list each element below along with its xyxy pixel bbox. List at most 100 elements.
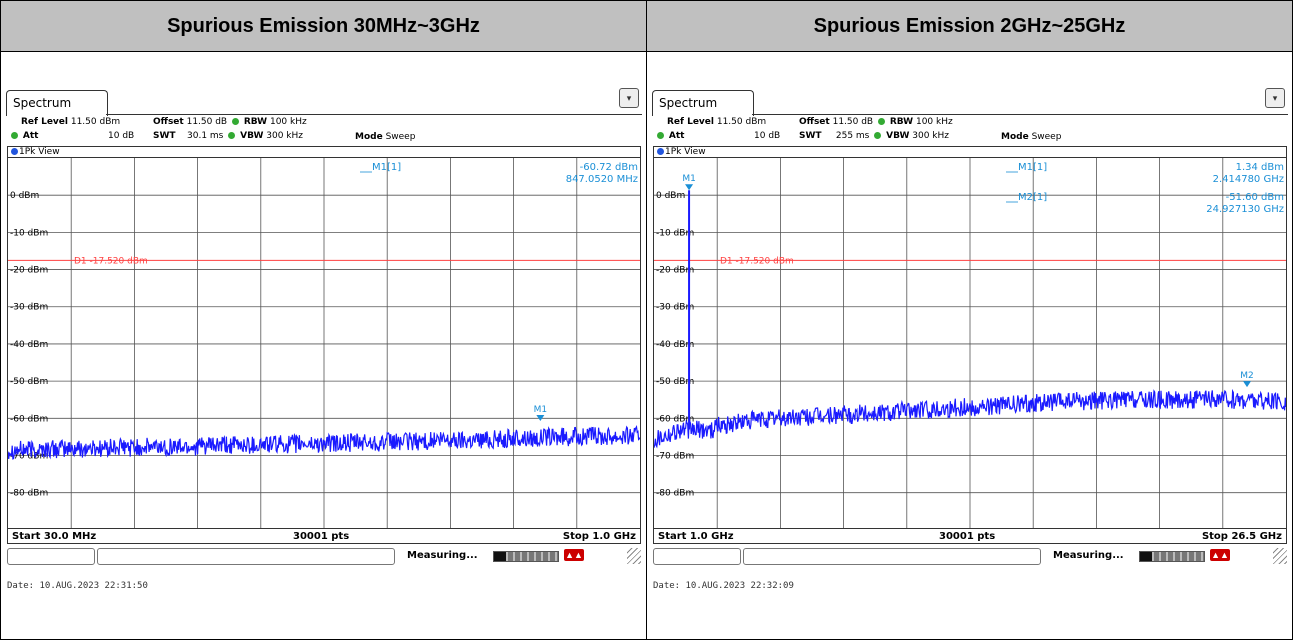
- sweep-info: Start 30.0 MHz 30001 pts Stop 1.0 GHz: [7, 529, 641, 544]
- status-text: Measuring...: [407, 550, 478, 561]
- settings-offset: Offset 11.50 dB RBW 100 kHz: [799, 117, 953, 127]
- start-frequency: Start 30.0 MHz: [12, 531, 97, 542]
- panel-right: Spurious Emission 2GHz~25GHz Spectrum ▾ …: [646, 0, 1293, 640]
- status-bar: Measuring... ▲▲: [7, 546, 641, 566]
- status-field[interactable]: [653, 548, 741, 565]
- settings-att-value: 10 dB: [754, 131, 781, 141]
- side-menu-button[interactable]: ▾: [619, 88, 639, 108]
- y-tick-label: -20 dBm: [656, 266, 694, 276]
- resize-grip-icon[interactable]: [627, 548, 641, 564]
- marker-readout-value: -60.72 dBm: [580, 162, 638, 173]
- tab-spectrum[interactable]: Spectrum: [6, 90, 108, 116]
- y-tick-label: -70 dBm: [656, 451, 694, 461]
- y-tick-label: -70 dBm: [10, 451, 48, 461]
- plot-area[interactable]: 0 dBm -10 dBm -20 dBm -30 dBm -40 dBm -50 dBm…: [7, 157, 641, 529]
- panel-left: Spurious Emission 30MHz~3GHz Spectrum ▾ …: [0, 0, 647, 640]
- settings-offset: Offset 11.50 dB RBW 100 kHz: [153, 117, 307, 127]
- coupling-icon: [231, 118, 239, 125]
- y-tick-label: -80 dBm: [10, 489, 48, 499]
- sweep-points: 30001 pts: [939, 531, 996, 542]
- settings-swt: SWT 30.1 ms VBW 300 kHz: [153, 131, 304, 141]
- y-tick-label: -60 dBm: [10, 414, 48, 424]
- y-tick-label: -10 dBm: [656, 228, 694, 238]
- y-tick-label: -80 dBm: [656, 489, 694, 499]
- marker-label: M1: [534, 405, 548, 415]
- y-tick-label: -20 dBm: [10, 266, 48, 276]
- marker-readout-frequency: 24.927130 GHz: [1206, 204, 1284, 215]
- spectrum-chart: 0 dBm -10 dBm -20 dBm -30 dBm -40 dBm -50 dBm…: [7, 158, 641, 528]
- limit-line-label: D1 -17.520 dBm: [720, 256, 794, 266]
- trace-line: [7, 424, 641, 460]
- resize-grip-icon[interactable]: [1273, 548, 1287, 564]
- marker-label: M2: [1240, 371, 1254, 381]
- coupling-icon: [874, 132, 882, 139]
- coupling-icon: [657, 132, 664, 139]
- marker-readout-value: 1.34 dBm: [1236, 162, 1284, 173]
- settings-row-1: Ref Level 11.50 dBm: [667, 117, 767, 127]
- marker-triangle: [685, 184, 694, 191]
- side-menu-button[interactable]: ▾: [1265, 88, 1285, 108]
- marker-label: M1: [682, 174, 696, 184]
- y-tick-label: -30 dBm: [10, 303, 48, 313]
- timestamp: Date: 10.AUG.2023 22:32:09: [653, 581, 794, 591]
- coupling-icon: [228, 132, 236, 139]
- tab-spectrum[interactable]: Spectrum: [652, 90, 754, 116]
- analyzer-screenshot: Spectrum ▾ Ref Level 11.50 dBm Offset 11…: [647, 1, 1293, 641]
- trace-line: [653, 388, 1287, 449]
- marker-readout-value: -51.60 dBm: [1226, 192, 1284, 203]
- message-field[interactable]: [743, 548, 1041, 565]
- marker-readout-frequency: 847.0520 MHz: [566, 174, 638, 185]
- marker-readout-frequency: 2.414780 GHz: [1213, 174, 1284, 185]
- y-tick-label: -40 dBm: [656, 340, 694, 350]
- y-tick-label: 0 dBm: [10, 191, 39, 201]
- settings-mode: Mode Sweep: [355, 132, 416, 142]
- trace-indicator-icon: [657, 148, 664, 155]
- tab-divider: [752, 114, 1288, 115]
- status-bar: Measuring... ▲▲: [653, 546, 1287, 566]
- panel-title: Spurious Emission 30MHz~3GHz: [1, 1, 646, 52]
- progress-bar: [493, 551, 559, 562]
- y-tick-label: -10 dBm: [10, 228, 48, 238]
- status-field[interactable]: [7, 548, 95, 565]
- spectrum-chart: 0 dBm -10 dBm -20 dBm -30 dBm -40 dBm -50 dBm…: [653, 158, 1287, 528]
- coupling-icon: [877, 118, 885, 125]
- plot-area[interactable]: 0 dBm -10 dBm -20 dBm -30 dBm -40 dBm -50 dBm…: [653, 157, 1287, 529]
- marker-readout-name: M2[1]: [1018, 192, 1047, 203]
- brand-logo-icon: ▲▲: [564, 549, 584, 561]
- start-frequency: Start 1.0 GHz: [658, 531, 734, 542]
- panel-title: Spurious Emission 2GHz~25GHz: [647, 1, 1292, 52]
- y-tick-label: -60 dBm: [656, 414, 694, 424]
- limit-line-label: D1 -17.520 dBm: [74, 256, 148, 266]
- message-field[interactable]: [97, 548, 395, 565]
- progress-bar: [1139, 551, 1205, 562]
- trace-view-label: 1Pk View: [7, 146, 641, 158]
- y-tick-label: -50 dBm: [656, 377, 694, 387]
- y-tick-label: -50 dBm: [10, 377, 48, 387]
- trace-indicator-icon: [11, 148, 18, 155]
- sweep-points: 30001 pts: [293, 531, 350, 542]
- settings-row-1: Ref Level 11.50 dBm: [21, 117, 121, 127]
- settings-att-value: 10 dB: [108, 131, 135, 141]
- marker-triangle: [1243, 381, 1252, 388]
- y-tick-label: -40 dBm: [10, 340, 48, 350]
- y-tick-label: 0 dBm: [656, 191, 685, 201]
- tab-divider: [106, 114, 642, 115]
- marker-triangle: [536, 414, 545, 421]
- settings-mode: Mode Sweep: [1001, 132, 1062, 142]
- marker-readout-name: M1[1]: [1018, 162, 1047, 173]
- sweep-info: Start 1.0 GHz 30001 pts Stop 26.5 GHz: [653, 529, 1287, 544]
- timestamp: Date: 10.AUG.2023 22:31:50: [7, 581, 148, 591]
- y-tick-label: -30 dBm: [656, 303, 694, 313]
- stop-frequency: Stop 1.0 GHz: [562, 531, 636, 542]
- settings-att: Att: [655, 131, 684, 141]
- settings-att: Att: [9, 131, 38, 141]
- stop-frequency: Stop 26.5 GHz: [1201, 531, 1282, 542]
- coupling-icon: [11, 132, 18, 139]
- marker-readout-name: M1[1]: [372, 162, 401, 173]
- analyzer-screenshot: Spectrum ▾ Ref Level 11.50 dBm Offset 11…: [1, 1, 647, 641]
- brand-logo-icon: ▲▲: [1210, 549, 1230, 561]
- trace-view-label: 1Pk View: [653, 146, 1287, 158]
- status-text: Measuring...: [1053, 550, 1124, 561]
- settings-swt: SWT 255 ms VBW 300 kHz: [799, 131, 950, 141]
